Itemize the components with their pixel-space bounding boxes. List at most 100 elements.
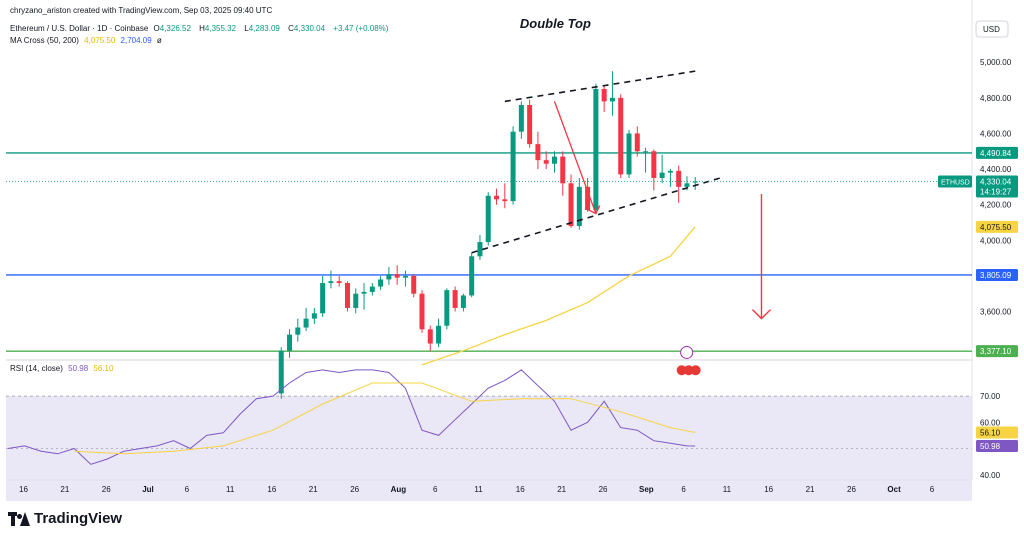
candle-up[interactable]	[609, 71, 615, 116]
event-us-flag-icon[interactable]	[683, 365, 694, 376]
candle-down[interactable]	[394, 265, 400, 285]
candle-body	[378, 279, 384, 287]
candle-up[interactable]	[469, 252, 475, 298]
candle-down[interactable]	[560, 151, 566, 196]
candle-up[interactable]	[667, 169, 673, 187]
channel-upper-line[interactable]	[504, 70, 696, 103]
event-us-flag-icon[interactable]	[676, 365, 687, 376]
candle-body	[560, 156, 566, 184]
candle-down[interactable]	[452, 286, 458, 312]
candle-body	[618, 97, 624, 175]
candle-down[interactable]	[601, 85, 607, 113]
date-tick-label: Oct	[887, 485, 901, 494]
candle-body	[585, 186, 591, 211]
candle-down[interactable]	[527, 99, 533, 148]
candle-body	[626, 133, 632, 175]
candle-down[interactable]	[344, 281, 350, 312]
candle-body	[593, 88, 599, 211]
candle-body	[386, 274, 392, 280]
date-tick-label: 26	[847, 485, 856, 494]
candle-up[interactable]	[510, 126, 516, 205]
date-tick-label: 11	[723, 485, 732, 494]
candle-up[interactable]	[386, 266, 392, 285]
ma-fast-tag	[976, 220, 1018, 233]
price-tick-label: 4,800.00	[980, 94, 1012, 103]
candle-down[interactable]	[535, 131, 541, 170]
candle-up[interactable]	[287, 329, 293, 358]
candle-up[interactable]	[378, 275, 384, 291]
candle-down[interactable]	[585, 177, 591, 212]
candle-up[interactable]	[295, 318, 301, 342]
support-level-tag	[976, 268, 1018, 281]
ma-legend[interactable]: MA Cross (50, 200) 4,075.50 2,704.09 ø	[10, 36, 165, 45]
candle-up[interactable]	[518, 101, 524, 139]
candle-up[interactable]	[692, 177, 698, 190]
candle-body	[601, 88, 607, 102]
candle-up[interactable]	[328, 270, 334, 289]
candle-down[interactable]	[634, 126, 640, 157]
date-tick-label: 6	[681, 485, 686, 494]
ma-slow-value: 2,704.09	[120, 36, 152, 45]
symbol-tag[interactable]	[938, 175, 972, 188]
candle-up[interactable]	[460, 293, 466, 312]
candle-up[interactable]	[659, 154, 665, 184]
candle-up[interactable]	[303, 307, 309, 332]
change-value: +3.47 (+0.08%)	[333, 24, 389, 33]
candle-body	[568, 183, 574, 227]
event-flag-icon[interactable]	[680, 345, 694, 359]
candle-up[interactable]	[402, 270, 408, 287]
currency-button-label: USD	[983, 25, 1000, 34]
candle-up[interactable]	[485, 192, 491, 246]
candle-down[interactable]	[419, 290, 425, 333]
tradingview-logo[interactable]: TradingView	[8, 510, 122, 527]
symbol-legend[interactable]: Ethereum / U.S. Dollar · 1D · Coinbase O…	[10, 24, 391, 33]
ma-label: MA Cross (50, 200)	[10, 36, 79, 45]
candle-up[interactable]	[320, 275, 326, 317]
candle-up[interactable]	[477, 234, 483, 260]
candle-down[interactable]	[502, 183, 508, 209]
candle-up[interactable]	[369, 283, 375, 296]
candle-down[interactable]	[427, 325, 433, 351]
rsi-tick-label: 60.00	[980, 418, 1001, 427]
candle-body	[369, 286, 375, 292]
candle-down[interactable]	[411, 274, 417, 298]
drop-arrow-shaft[interactable]	[553, 101, 597, 214]
rsi-label: RSI (14, close)	[10, 364, 63, 373]
candle-down[interactable]	[336, 275, 342, 287]
candle-up[interactable]	[444, 288, 450, 330]
candle-body	[502, 199, 508, 202]
candle-down[interactable]	[676, 165, 682, 203]
candle-up[interactable]	[626, 129, 632, 178]
rsi-ma-line[interactable]	[74, 382, 696, 455]
currency-button[interactable]	[975, 20, 1009, 38]
date-tick-label: 6	[433, 485, 438, 494]
candle-up[interactable]	[551, 151, 557, 173]
candle-body	[295, 327, 301, 335]
candle-down[interactable]	[543, 151, 549, 170]
candle-up[interactable]	[361, 283, 367, 310]
candle-down[interactable]	[494, 188, 500, 205]
candle-body	[336, 281, 342, 284]
rsi-legend[interactable]: RSI (14, close) 50.98 56.10	[10, 364, 116, 373]
candle-up[interactable]	[311, 307, 317, 324]
candle-up[interactable]	[643, 147, 649, 173]
candle-body	[477, 242, 483, 257]
candle-down[interactable]	[568, 174, 574, 228]
lower-support-level-label: 3,377.10	[980, 347, 1012, 356]
candle-up[interactable]	[593, 83, 599, 214]
ma-50-line[interactable]	[421, 226, 696, 366]
candle-down[interactable]	[618, 94, 624, 178]
candle-body	[543, 160, 549, 164]
candle-body	[535, 144, 541, 161]
rsi-line[interactable]	[7, 369, 696, 465]
rsi-label: 50.98	[980, 442, 1001, 451]
candle-down[interactable]	[651, 149, 657, 191]
candle-up[interactable]	[436, 318, 442, 348]
candle-up[interactable]	[353, 288, 359, 314]
candle-body	[485, 195, 491, 243]
date-tick-label: 11	[226, 485, 235, 494]
candle-body	[436, 325, 442, 344]
candle-up[interactable]	[576, 177, 582, 230]
event-us-flag-icon[interactable]	[690, 365, 701, 376]
